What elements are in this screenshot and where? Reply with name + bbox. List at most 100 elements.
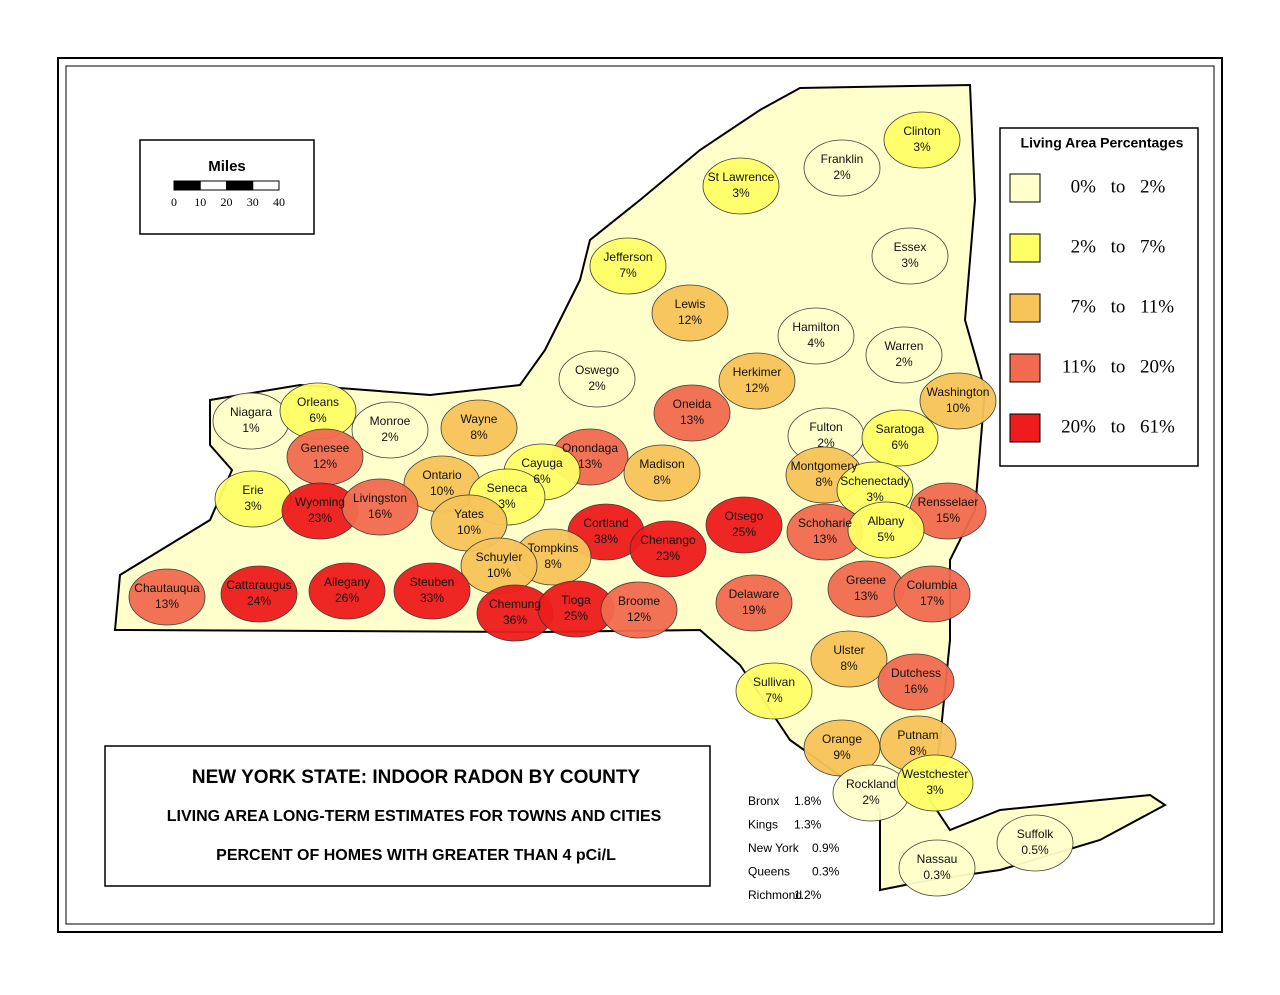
county-name: Lewis xyxy=(675,297,706,311)
legend: 0% to 2% 2% to 7% 7% to 11% 11% to 20% 20% to 61% xyxy=(1009,173,1175,443)
county-name: Delaware xyxy=(729,587,780,601)
county-area xyxy=(341,478,419,536)
county-value: 26% xyxy=(335,591,359,605)
county-value: 3% xyxy=(498,497,516,511)
county-value: 3% xyxy=(926,783,944,797)
county-value: 2% xyxy=(895,355,913,369)
scale-segment xyxy=(252,180,280,191)
legend-title: Living Area Percentages xyxy=(1021,135,1184,151)
legend-swatch xyxy=(1009,293,1041,323)
county-name: Dutchess xyxy=(891,666,941,680)
county-value: 8% xyxy=(544,557,562,571)
legend-to: 2% xyxy=(1140,176,1166,197)
borough-value: 0.9% xyxy=(812,841,840,855)
county-name: Chenango xyxy=(640,533,696,547)
county-value: 6% xyxy=(891,438,909,452)
borough-name: Kings xyxy=(748,818,778,832)
county-area xyxy=(877,653,955,711)
county-name: Sullivan xyxy=(753,675,795,689)
legend-to: 11% xyxy=(1140,296,1174,317)
county-name: Erie xyxy=(242,483,264,497)
county-value: 2% xyxy=(381,430,399,444)
county-value: 12% xyxy=(313,457,337,471)
borough-value: 1.8% xyxy=(794,794,822,808)
county-name: Putnam xyxy=(897,728,938,742)
county-area xyxy=(705,496,783,554)
county-labels: St Lawrence 3% Franklin 2% Clinton 3% Essex 3% J… xyxy=(134,124,1054,882)
county-name: Wyoming xyxy=(295,495,345,509)
borough-name: Queens xyxy=(748,865,790,879)
county-area xyxy=(777,307,855,365)
legend-connector: to xyxy=(1111,296,1126,317)
county-value: 13% xyxy=(854,589,878,603)
county-name: Broome xyxy=(618,594,660,608)
county-value: 6% xyxy=(309,411,327,425)
county-value: 3% xyxy=(244,499,262,513)
county-name: Westchester xyxy=(902,767,968,781)
county-name: Herkimer xyxy=(733,365,782,379)
scale-segment xyxy=(226,180,254,191)
county-value: 15% xyxy=(936,511,960,525)
county-name: Washington xyxy=(927,385,990,399)
borough-name: New York xyxy=(748,841,800,855)
county-name: Fulton xyxy=(809,420,842,434)
scale-tick-label: 40 xyxy=(273,195,285,209)
county-value: 16% xyxy=(904,682,928,696)
scale-segment xyxy=(199,180,227,191)
county-name: Cortland xyxy=(583,516,628,530)
legend-connector: to xyxy=(1111,356,1126,377)
county-name: Tompkins xyxy=(528,541,579,555)
county-value: 10% xyxy=(430,484,454,498)
county-name: Columbia xyxy=(907,578,958,592)
county-value: 2% xyxy=(817,436,835,450)
county-name: St Lawrence xyxy=(708,170,775,184)
county-value: 25% xyxy=(564,609,588,623)
county-value: 3% xyxy=(901,256,919,270)
county-area xyxy=(629,520,707,578)
county-value: 0.5% xyxy=(1021,843,1049,857)
county-name: Oneida xyxy=(673,397,712,411)
borough-value: 1.3% xyxy=(794,818,822,832)
county-name: Allegany xyxy=(324,575,370,589)
county-name: Schuyler xyxy=(476,550,523,564)
county-area xyxy=(651,284,729,342)
borough-value: 0.3% xyxy=(812,865,840,879)
scale-title: Miles xyxy=(208,158,246,175)
county-area xyxy=(896,754,974,812)
county-value: 13% xyxy=(680,413,704,427)
county-value: 36% xyxy=(503,613,527,627)
county-name: Albany xyxy=(868,514,905,528)
county-value: 23% xyxy=(308,511,332,525)
legend-swatch xyxy=(1009,173,1041,203)
county-name: Livingston xyxy=(353,491,407,505)
county-value: 10% xyxy=(487,566,511,580)
county-name: Jefferson xyxy=(603,250,652,264)
county-name: Schenectady xyxy=(840,474,909,488)
county-value: 33% xyxy=(420,591,444,605)
county-name: Wayne xyxy=(461,412,498,426)
county-name: Nassau xyxy=(917,852,958,866)
county-area xyxy=(351,401,429,459)
subtitle: PERCENT OF HOMES WITH GREATER THAN 4 pCi… xyxy=(216,847,616,864)
legend-connector: to xyxy=(1111,416,1126,437)
county-value: 13% xyxy=(578,457,602,471)
county-name: Cayuga xyxy=(521,456,563,470)
county-value: 38% xyxy=(594,532,618,546)
county-name: Chemung xyxy=(489,597,541,611)
county-value: 10% xyxy=(457,523,481,537)
scale-tick-label: 20 xyxy=(221,195,233,209)
legend-to: 61% xyxy=(1140,416,1175,437)
scale-tick-label: 10 xyxy=(194,195,206,209)
county-value: 0.3% xyxy=(923,868,951,882)
legend-swatch xyxy=(1009,233,1041,263)
county-area xyxy=(440,399,518,457)
county-name: Rensselaer xyxy=(918,495,979,509)
county-value: 3% xyxy=(913,140,931,154)
legend-from: 7% xyxy=(1071,296,1097,317)
county-value: 5% xyxy=(877,530,895,544)
county-value: 2% xyxy=(833,168,851,182)
legend-from: 2% xyxy=(1071,236,1097,257)
county-name: Ontario xyxy=(422,468,462,482)
county-area xyxy=(702,157,780,215)
